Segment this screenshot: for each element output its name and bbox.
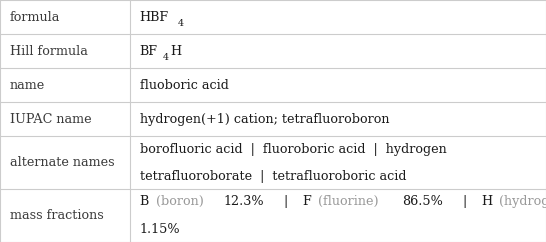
Text: 4: 4 bbox=[163, 53, 169, 62]
Text: |: | bbox=[455, 195, 475, 208]
Text: (hydrogen): (hydrogen) bbox=[495, 195, 546, 208]
Text: |: | bbox=[276, 195, 296, 208]
Text: name: name bbox=[10, 79, 45, 92]
Text: BF: BF bbox=[140, 45, 158, 58]
Text: H: H bbox=[171, 45, 182, 58]
Text: (boron): (boron) bbox=[152, 195, 207, 208]
Text: mass fractions: mass fractions bbox=[10, 209, 104, 222]
Text: IUPAC name: IUPAC name bbox=[10, 113, 91, 126]
Text: hydrogen(+1) cation; tetrafluoroboron: hydrogen(+1) cation; tetrafluoroboron bbox=[140, 113, 389, 126]
Text: alternate names: alternate names bbox=[10, 156, 115, 169]
Text: B: B bbox=[140, 195, 149, 208]
Text: 12.3%: 12.3% bbox=[224, 195, 264, 208]
Text: 4: 4 bbox=[177, 19, 183, 28]
Text: 86.5%: 86.5% bbox=[402, 195, 443, 208]
Text: 1.15%: 1.15% bbox=[140, 223, 180, 236]
Text: (fluorine): (fluorine) bbox=[313, 195, 382, 208]
Text: Hill formula: Hill formula bbox=[10, 45, 88, 58]
Text: fluoboric acid: fluoboric acid bbox=[140, 79, 229, 92]
Text: F: F bbox=[302, 195, 311, 208]
Text: borofluoric acid  |  fluoroboric acid  |  hydrogen: borofluoric acid | fluoroboric acid | hy… bbox=[140, 143, 447, 156]
Text: formula: formula bbox=[10, 11, 60, 23]
Text: H: H bbox=[481, 195, 492, 208]
Text: HBF: HBF bbox=[140, 11, 169, 23]
Text: tetrafluoroborate  |  tetrafluoroboric acid: tetrafluoroborate | tetrafluoroboric aci… bbox=[140, 170, 406, 183]
